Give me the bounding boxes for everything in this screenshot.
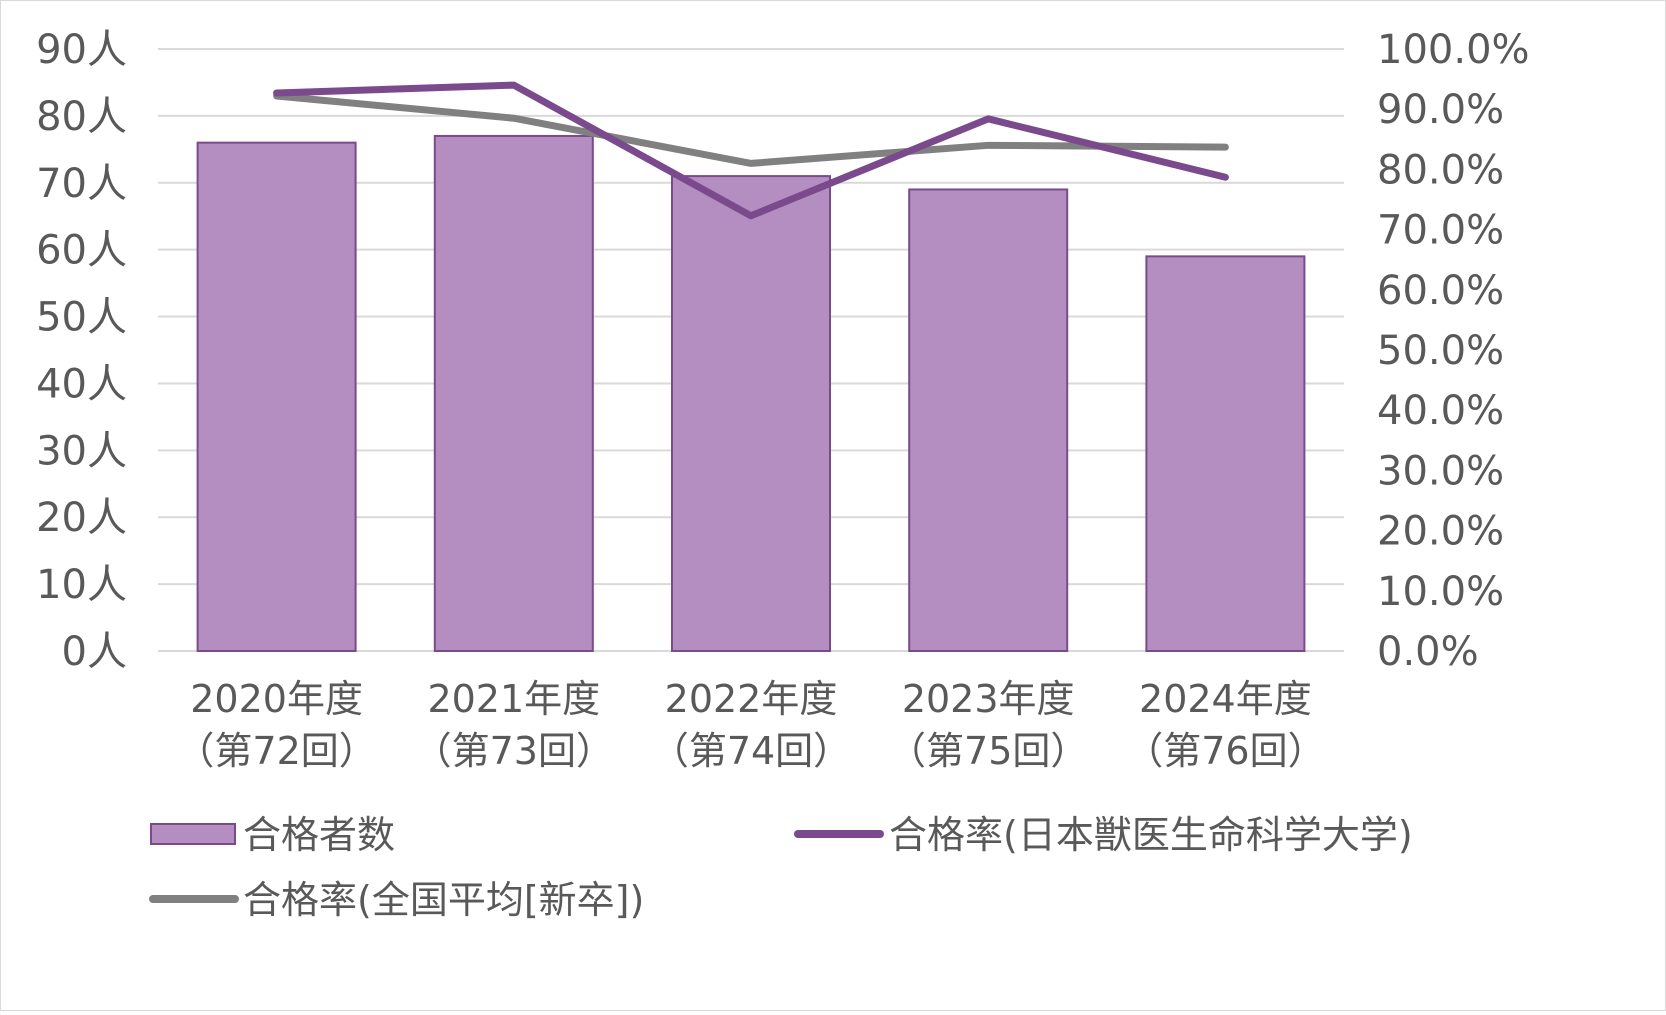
left-tick-label: 90人	[36, 27, 127, 73]
series-line	[273, 92, 1229, 167]
left-tick-label: 40人	[36, 361, 127, 407]
legend-label: 合格率(全国平均[新卒])	[243, 878, 644, 922]
category-sublabel: （第73回）	[414, 729, 614, 773]
legend-label: 合格者数	[243, 813, 395, 857]
bar	[433, 134, 594, 652]
left-tick-label: 10人	[36, 562, 127, 608]
category-labels: 2020年度 （第72回） 2021年度 （第73回） 2022年度 （第74回） 2023…	[176, 677, 1325, 773]
left-tick-label: 60人	[36, 228, 127, 274]
right-tick-label: 30.0%	[1377, 448, 1504, 494]
category-sublabel: （第76回）	[1125, 729, 1325, 773]
left-tick-label: 20人	[36, 495, 127, 541]
series-line	[273, 81, 1229, 220]
right-tick-label: 10.0%	[1377, 569, 1504, 615]
right-tick-label: 50.0%	[1377, 328, 1504, 374]
right-tick-label: 90.0%	[1377, 87, 1504, 133]
right-tick-label: 0.0%	[1377, 629, 1479, 675]
legend: 合格者数 合格率(日本獣医生命科学大学) 合格率(全国平均[新卒])	[149, 813, 1413, 922]
bar	[671, 175, 831, 652]
bar	[908, 188, 1069, 652]
category-sublabel: （第74回）	[651, 729, 851, 773]
category-label: 2023年度	[902, 677, 1075, 721]
right-tick-label: 100.0%	[1377, 27, 1530, 73]
left-tick-label: 50人	[36, 295, 127, 341]
left-tick-label: 70人	[36, 161, 127, 207]
left-tick-label: 30人	[36, 428, 127, 474]
line-series	[273, 81, 1229, 220]
legend-swatch	[150, 823, 236, 845]
category-label: 2022年度	[665, 677, 838, 721]
category-sublabel: （第72回）	[176, 729, 376, 773]
right-tick-label: 40.0%	[1377, 388, 1504, 434]
left-tick-label: 0人	[62, 629, 127, 675]
left-tick-label: 80人	[36, 94, 127, 140]
right-tick-label: 60.0%	[1377, 268, 1504, 314]
category-sublabel: （第75回）	[888, 729, 1088, 773]
left-axis-ticks: 0人 10人 20人 30人 40人 50人 60人 70人 80人 90人	[36, 27, 127, 675]
right-tick-label: 70.0%	[1377, 208, 1504, 254]
legend-label: 合格率(日本獣医生命科学大学)	[889, 813, 1413, 857]
category-label: 2021年度	[427, 677, 600, 721]
right-tick-label: 80.0%	[1377, 147, 1504, 193]
right-tick-label: 20.0%	[1377, 509, 1504, 555]
bar	[1145, 255, 1306, 652]
bar	[196, 141, 357, 652]
category-label: 2020年度	[190, 677, 363, 721]
right-axis-ticks: 0.0% 10.0% 20.0% 30.0% 40.0% 50.0% 60.0% 70.0% 8…	[1377, 27, 1530, 675]
bar-series	[196, 134, 1306, 652]
category-label: 2024年度	[1139, 677, 1312, 721]
